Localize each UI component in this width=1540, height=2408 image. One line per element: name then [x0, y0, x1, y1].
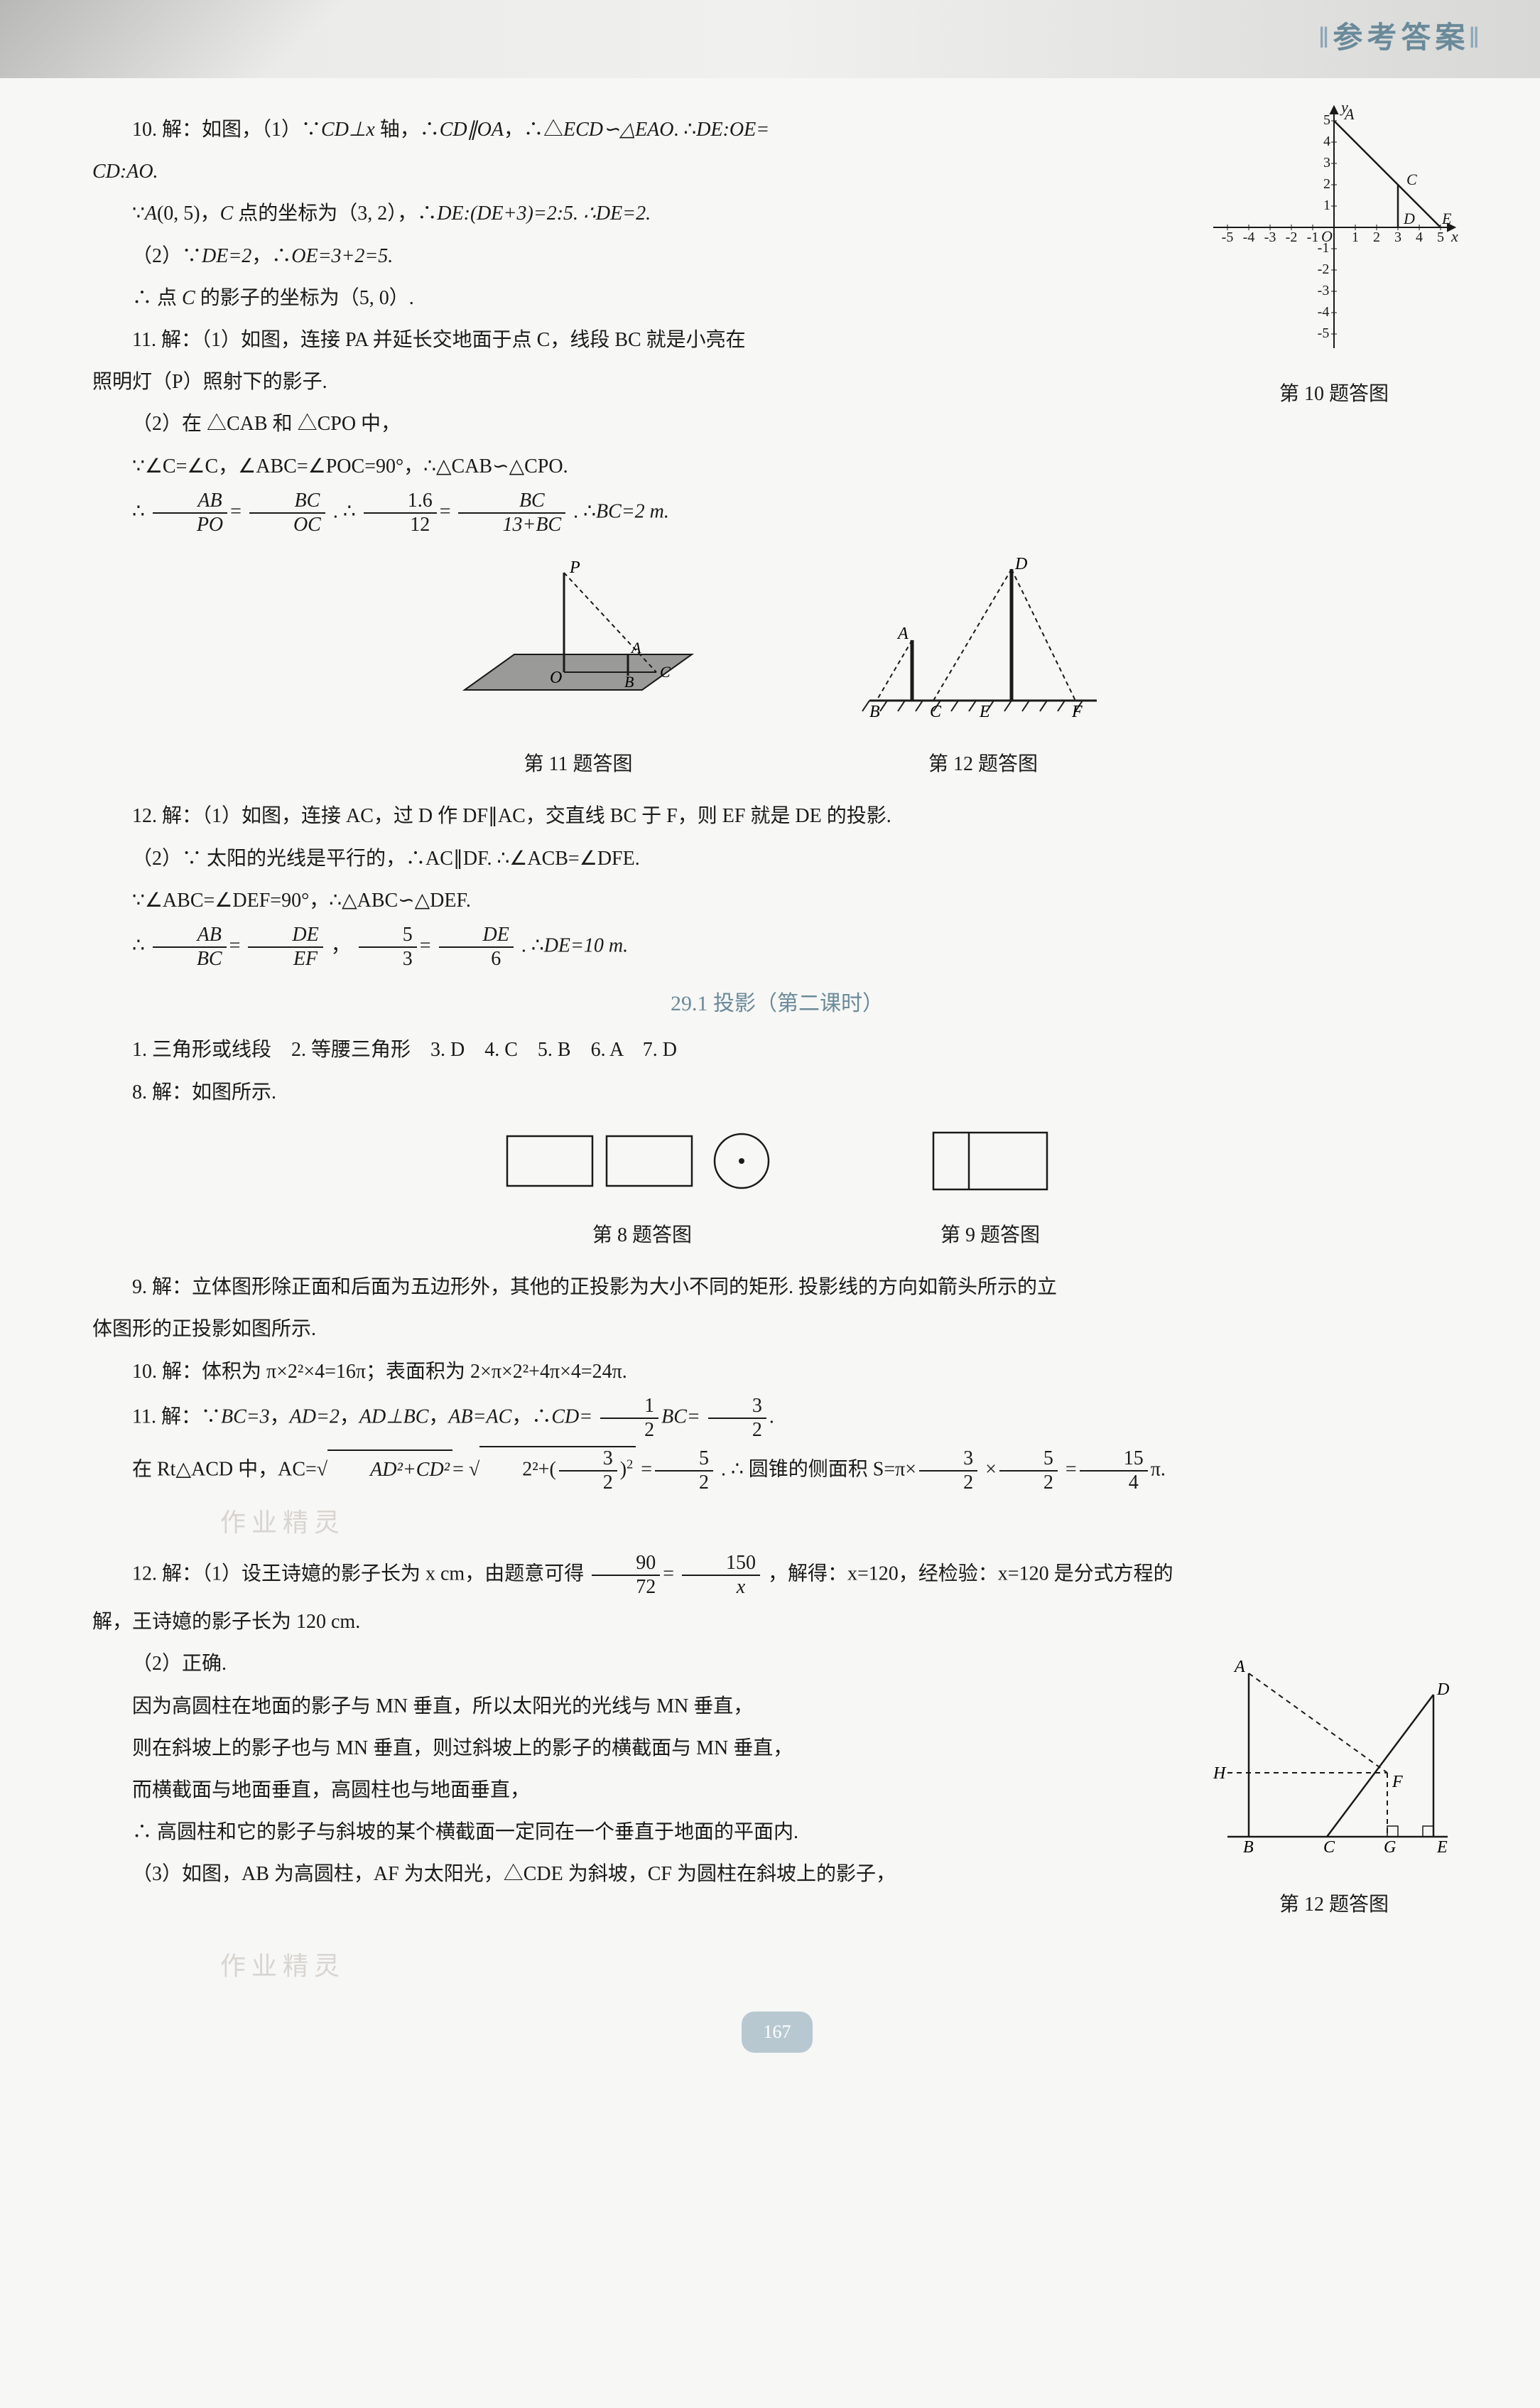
- svg-text:-4: -4: [1243, 230, 1255, 245]
- p12-l4: ∴ ABBC= DEEF ， 53= DE6 . ∴DE=10 m.: [92, 924, 1462, 971]
- svg-text:B: B: [1243, 1838, 1254, 1857]
- page-number: 167: [742, 2012, 813, 2052]
- svg-text:A: A: [1343, 105, 1355, 123]
- watermark-2: 作业精灵: [92, 1942, 1462, 1990]
- p12-l1: 12. 解：（1）如图，连接 AC，过 D 作 DF∥AC，交直线 BC 于 F…: [92, 797, 1462, 835]
- svg-text:-2: -2: [1318, 261, 1330, 277]
- figure-10: x y O 12345 -1-2-3-4-5 12345 -1-2-3-4-5: [1206, 99, 1462, 413]
- s2-l2: 8. 解：如图所示.: [92, 1074, 1462, 1111]
- svg-text:A: A: [630, 639, 641, 657]
- page-content: x y O 12345 -1-2-3-4-5 12345 -1-2-3-4-5: [0, 78, 1540, 2095]
- svg-text:C: C: [1406, 171, 1417, 188]
- svg-text:F: F: [1392, 1773, 1403, 1791]
- s2-l7: 12. 解：（1）设王诗嬑的影子长为 x cm，由题意可得 9072= 150x…: [92, 1552, 1462, 1599]
- s2-l5: 11. 解：∵BC=3，AD=2，AD⊥BC，AB=AC，∴CD= 12BC= …: [92, 1395, 1462, 1442]
- svg-text:E: E: [1441, 210, 1452, 227]
- coord-axes-svg: x y O 12345 -1-2-3-4-5 12345 -1-2-3-4-5: [1206, 99, 1462, 355]
- s2-l8: 解，王诗嬑的影子长为 120 cm.: [92, 1603, 1462, 1641]
- svg-text:-5: -5: [1222, 230, 1234, 245]
- p11-l5: ∴ ABPO= BCOC . ∴ 1.612= BC13+BC . ∴BC=2 …: [92, 490, 1462, 536]
- svg-text:A: A: [896, 625, 909, 643]
- svg-text:B: B: [869, 703, 880, 721]
- watermark-1: 作业精灵: [92, 1499, 1462, 1547]
- svg-text:4: 4: [1323, 134, 1330, 149]
- svg-text:-2: -2: [1286, 230, 1298, 245]
- figure-12a: ABC DEF 第 12 题答图: [855, 555, 1111, 783]
- svg-text:E: E: [1436, 1838, 1448, 1857]
- svg-text:2: 2: [1373, 230, 1380, 245]
- fig-row-11-12: P O A B C 第 11 题答图 ABC DEF: [92, 555, 1462, 783]
- section-29-1-title: 29.1 投影（第二课时）: [92, 983, 1462, 1024]
- svg-text:1: 1: [1323, 198, 1330, 213]
- p12-l2: （2）∵ 太阳的光线是平行的，∴AC∥DF. ∴∠ACB=∠DFE.: [92, 840, 1462, 878]
- svg-text:C: C: [660, 663, 671, 681]
- p12-l3: ∵∠ABC=∠DEF=90°，∴△ABC∽△DEF.: [92, 882, 1462, 919]
- svg-text:3: 3: [1394, 230, 1401, 245]
- svg-text:C: C: [1323, 1838, 1335, 1857]
- svg-text:B: B: [624, 673, 634, 691]
- svg-text:H: H: [1213, 1764, 1227, 1783]
- figure-9: 第 9 题答图: [926, 1125, 1054, 1254]
- svg-text:D: D: [1403, 210, 1415, 227]
- svg-text:2: 2: [1323, 176, 1330, 192]
- figure-8: 第 8 题答图: [500, 1125, 784, 1254]
- svg-text:G: G: [1384, 1838, 1396, 1857]
- svg-text:C: C: [930, 703, 942, 721]
- svg-text:5: 5: [1437, 230, 1444, 245]
- header-title: ‖参考答案‖: [1319, 11, 1483, 68]
- svg-text:D: D: [1436, 1680, 1449, 1699]
- svg-text:-5: -5: [1318, 325, 1330, 341]
- svg-text:-1: -1: [1318, 240, 1330, 256]
- svg-text:1: 1: [1352, 230, 1359, 245]
- s2-l3: 9. 解：立体图形除正面和后面为五边形外，其他的正投影为大小不同的矩形. 投影线…: [92, 1268, 1462, 1306]
- svg-text:E: E: [979, 703, 990, 721]
- fig10-caption: 第 10 题答图: [1206, 375, 1462, 413]
- s2-l1: 1. 三角形或线段 2. 等腰三角形 3. D 4. C 5. B 6. A 7…: [92, 1031, 1462, 1069]
- svg-text:A: A: [1233, 1658, 1245, 1676]
- svg-text:-3: -3: [1264, 230, 1276, 245]
- page-header: ‖参考答案‖: [0, 0, 1540, 78]
- figure-11: P O A B C 第 11 题答图: [443, 555, 713, 783]
- figure-12b: AB CD EF GH 第 12 题答图: [1206, 1652, 1462, 1923]
- s2-l6: 在 Rt△ACD 中，AC=√AD²+CD²= √2²+(32)2 =52 . …: [92, 1446, 1462, 1494]
- svg-text:O: O: [550, 669, 562, 687]
- fig-row-8-9: 第 8 题答图 第 9 题答图: [92, 1125, 1462, 1254]
- svg-text:-3: -3: [1318, 283, 1330, 298]
- s2-l3b: 体图形的正投影如图所示.: [92, 1310, 1462, 1348]
- svg-text:x: x: [1450, 227, 1458, 245]
- svg-text:F: F: [1071, 703, 1083, 721]
- s2-l4: 10. 解：体积为 π×2²×4=16π；表面积为 2×π×2²+4π×4=24…: [92, 1353, 1462, 1391]
- svg-text:3: 3: [1323, 155, 1330, 171]
- svg-text:D: D: [1014, 555, 1027, 573]
- svg-text:4: 4: [1416, 230, 1423, 245]
- svg-text:5: 5: [1323, 112, 1330, 128]
- svg-text:P: P: [569, 558, 580, 577]
- p11-l4: ∵∠C=∠C，∠ABC=∠POC=90°，∴△CAB∽△CPO.: [92, 448, 1462, 485]
- svg-text:-4: -4: [1318, 304, 1330, 320]
